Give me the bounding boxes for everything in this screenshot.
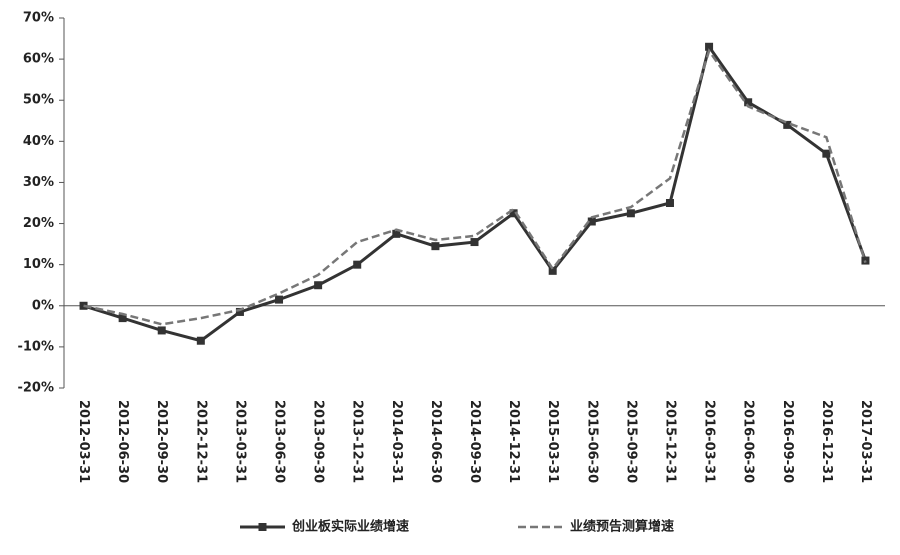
point-marker [509,209,518,218]
x-tick-label: 2015-03-31 [545,400,560,483]
point-marker [431,242,440,251]
x-tick-label: 2013-03-31 [232,400,247,483]
x-tick-label: 2012-06-30 [115,400,130,483]
y-tick-label: 0% [32,298,54,313]
y-tick-label: 20% [23,216,54,231]
series-line [83,48,867,326]
x-tick-label: 2012-09-30 [154,400,169,483]
x-tick-label: 2015-12-31 [662,400,677,483]
series-line [83,43,867,343]
x-tick-label: 2012-03-31 [76,400,91,483]
point-marker [470,238,479,247]
point-marker [783,120,792,129]
point-marker [275,295,284,304]
point-marker [744,98,753,107]
y-tick-label: -10% [17,339,54,354]
x-tick-label: 2016-03-31 [702,400,717,483]
x-tick-label: 2015-06-30 [584,400,599,483]
point-marker [587,217,596,226]
legend-marker [258,523,267,531]
x-tick-label: 2014-06-30 [428,400,443,483]
y-tick-label: 50% [23,93,54,108]
x-tick-label: 2013-12-31 [350,400,365,483]
point-marker [822,149,831,158]
point-marker [665,199,674,207]
point-marker [157,326,166,335]
x-tick-label: 2014-09-30 [467,400,482,483]
y-tick-label: 10% [23,257,54,272]
point-marker [314,281,323,290]
x-tick-label: 2014-03-31 [389,400,404,483]
y-tick-label: -20% [17,381,54,396]
point-marker [353,260,362,269]
x-tick-label: 2013-06-30 [272,400,287,483]
point-marker [626,209,635,218]
x-tick-label: 2015-09-30 [623,400,638,483]
x-tick-label: 2014-12-31 [506,400,521,483]
x-tick-label: 2016-06-30 [741,400,756,483]
y-tick-label: 60% [23,52,54,67]
point-marker [392,229,401,238]
point-marker [235,307,244,316]
x-tick-label: 2012-12-31 [193,400,208,483]
x-tick-label: 2016-09-30 [780,400,795,483]
y-tick-label: 70% [23,11,54,26]
y-tick-label: 40% [23,134,54,149]
x-tick-label: 2016-12-31 [819,400,834,483]
point-marker [548,266,557,275]
legend-label: 业绩预告测算增速 [570,519,674,535]
x-tick-label: 2017-03-31 [858,400,873,483]
point-marker [705,42,714,51]
x-tick-label: 2013-09-30 [311,400,326,483]
point-marker [118,314,127,323]
point-marker [196,336,205,345]
y-tick-label: 30% [23,175,54,190]
legend-label: 创业板实际业绩增速 [291,519,409,535]
